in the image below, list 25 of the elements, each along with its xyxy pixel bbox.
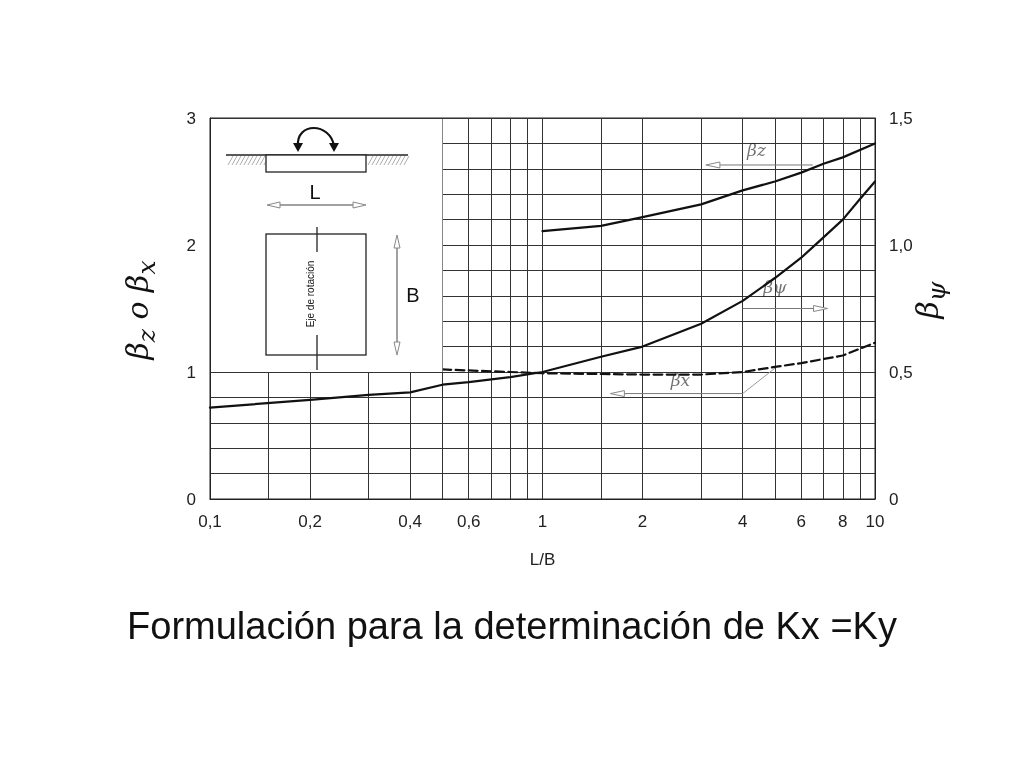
- x-tick-label: 0,2: [298, 512, 322, 531]
- x-tick-label: 0,6: [456, 512, 481, 531]
- y2-tick-label: 1,0: [889, 235, 913, 255]
- x-tick-label: 10: [865, 512, 885, 531]
- y2-tick-label: 0,5: [889, 362, 913, 382]
- y-tick-label: 0: [186, 489, 196, 509]
- x-axis-title: L/B: [529, 550, 556, 569]
- annotation: L: [309, 181, 321, 203]
- x-tick-label: 2: [637, 512, 648, 531]
- text: Formulación para la determinación de Kx =Ky: [126, 605, 898, 648]
- annotation: Eje de rotación: [304, 260, 316, 328]
- series-label: βz: [746, 140, 767, 161]
- y-tick-label: 3: [186, 108, 196, 128]
- y2-tick-label: 1,5: [889, 108, 913, 128]
- x-tick-label: 0,4: [398, 512, 423, 531]
- x-tick-label: 6: [796, 512, 806, 531]
- y2-tick-label: 0: [889, 489, 899, 509]
- x-tick-label: 8: [838, 512, 848, 531]
- y-tick-label: 1: [186, 362, 196, 382]
- x-tick-label: 0,1: [198, 512, 222, 531]
- y-tick-label: 2: [186, 235, 196, 255]
- series-label: βx: [669, 369, 691, 390]
- annotation: B: [406, 284, 420, 306]
- x-tick-label: 4: [737, 512, 748, 531]
- x-tick-label: 1: [537, 512, 548, 531]
